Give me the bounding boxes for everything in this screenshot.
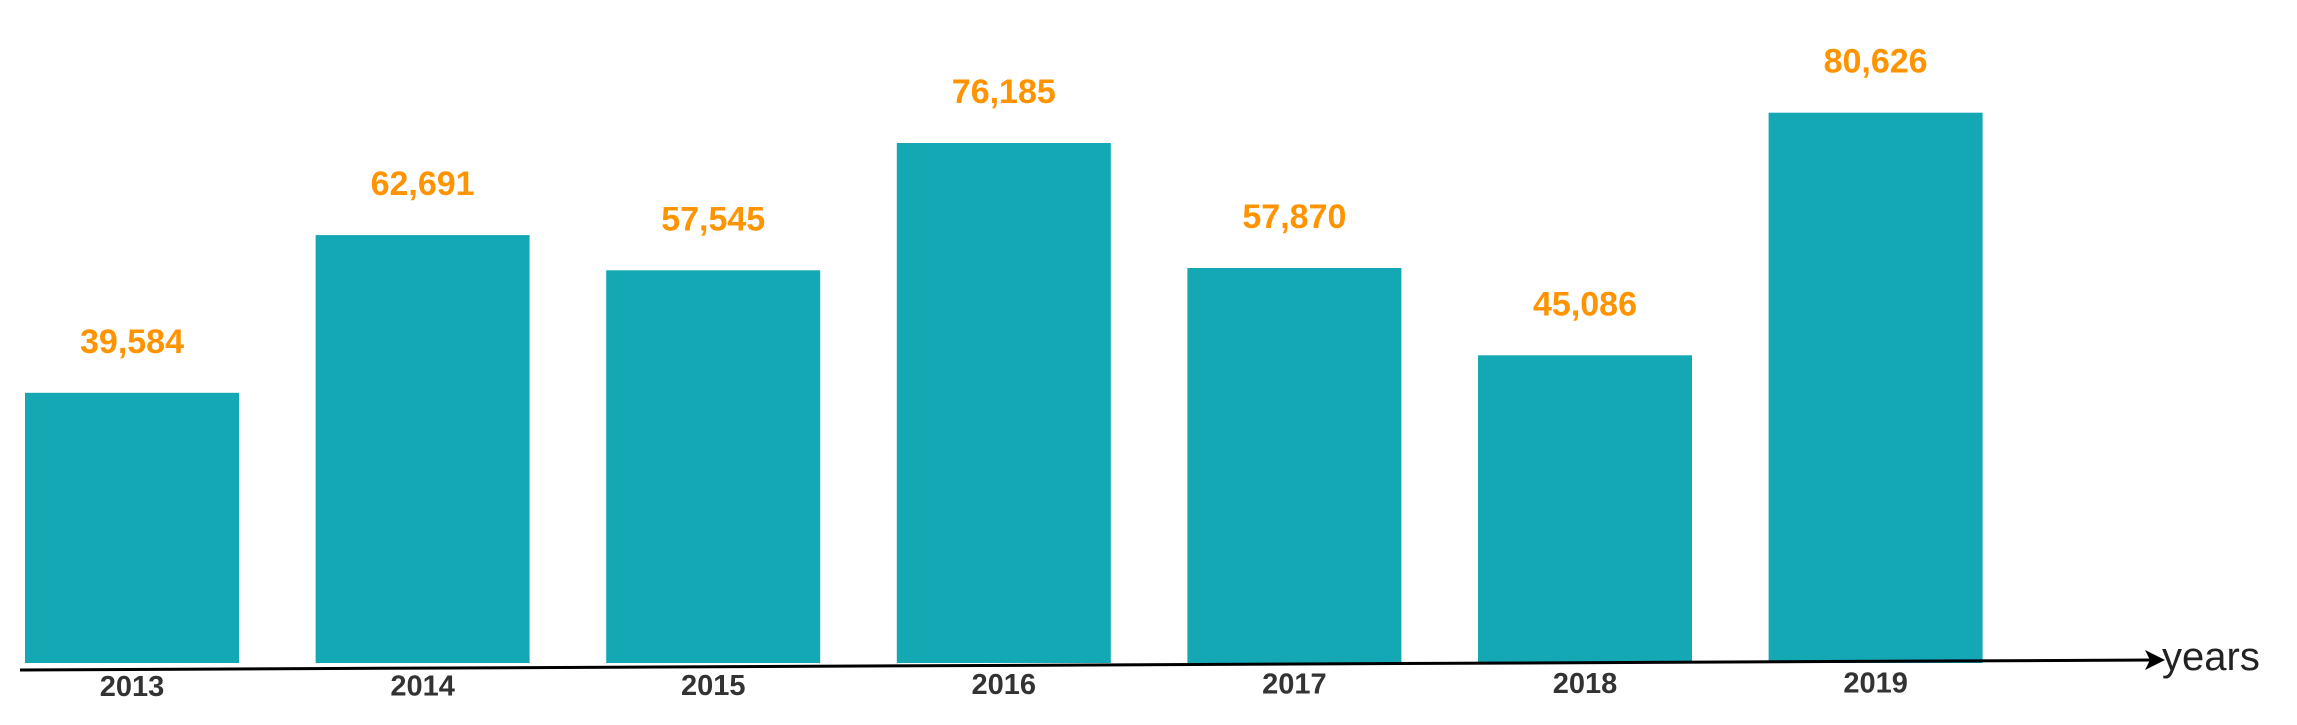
- value-label-2016: 76,185: [952, 73, 1056, 111]
- x-axis-label: years: [2162, 635, 2260, 679]
- bar-2016: [896, 143, 1111, 663]
- bar-2015: [606, 270, 821, 663]
- bar-2014: [315, 235, 530, 663]
- bar-2013: [25, 392, 239, 663]
- x-tick-label-2015: 2015: [681, 670, 746, 702]
- x-tick-label-2019: 2019: [1843, 667, 1908, 699]
- bar-2018: [1478, 355, 1692, 663]
- value-label-2017: 57,870: [1242, 198, 1346, 236]
- x-tick-label-2017: 2017: [1262, 669, 1327, 701]
- x-tick-label-2018: 2018: [1553, 668, 1618, 700]
- x-tick-label-2014: 2014: [390, 670, 455, 702]
- value-label-2013: 39,584: [80, 323, 184, 361]
- value-label-2014: 62,691: [371, 165, 475, 203]
- x-axis-line: [19, 658, 2156, 672]
- x-tick-labels-layer: 2013 2014 2015 2016 2017 2018 2019: [100, 667, 1908, 703]
- bar-2019: [1768, 112, 1983, 663]
- value-labels-layer: 39,584 62,691 57,545 76,185 57,870 45,086 80,6…: [80, 43, 1928, 361]
- value-label-2018: 45,086: [1533, 285, 1637, 323]
- bars-layer: [25, 112, 1983, 663]
- bar-2017: [1187, 268, 1402, 663]
- value-label-2015: 57,545: [661, 200, 765, 238]
- value-label-2019: 80,626: [1824, 43, 1928, 81]
- x-axis-arrowhead: [2145, 650, 2165, 670]
- x-tick-label-2013: 2013: [100, 671, 165, 703]
- x-tick-label-2016: 2016: [972, 669, 1037, 701]
